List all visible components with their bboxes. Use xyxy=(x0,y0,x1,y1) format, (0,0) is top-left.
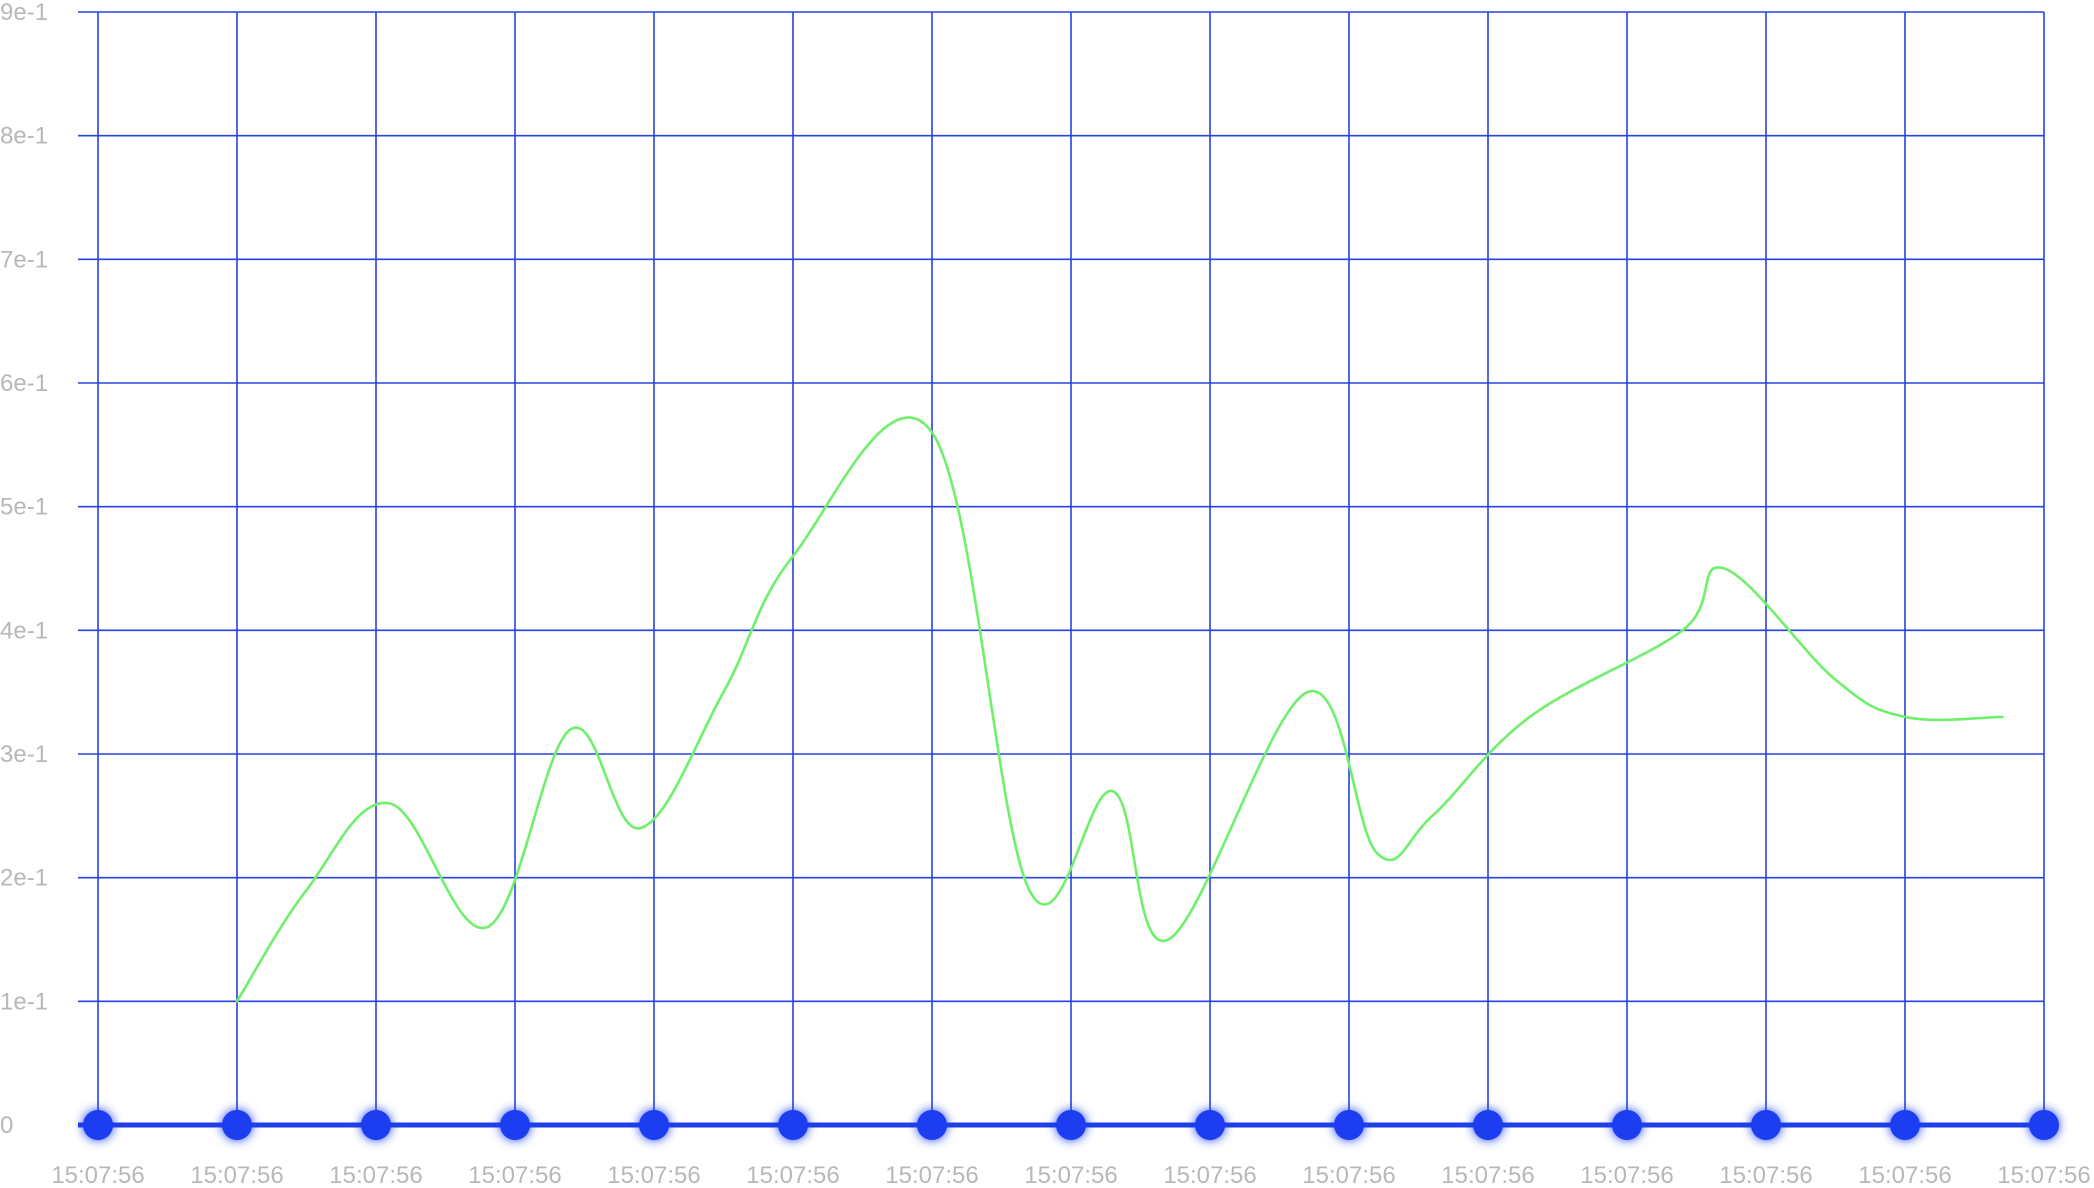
y-tick-label: 9e-1 xyxy=(0,0,48,26)
y-tick-label: 5e-1 xyxy=(0,494,48,521)
x-tick-label: 15:07:56 xyxy=(1024,1162,1117,1188)
y-tick-label: 0 xyxy=(0,1112,13,1139)
x-tick-label: 15:07:56 xyxy=(1580,1162,1673,1188)
x-tick-label: 15:07:56 xyxy=(51,1162,144,1188)
y-tick-label: 1e-1 xyxy=(0,988,48,1015)
x-axis-dot[interactable] xyxy=(1334,1110,1364,1140)
x-axis-dot[interactable] xyxy=(361,1110,391,1140)
x-axis-dot[interactable] xyxy=(778,1110,808,1140)
series-lines xyxy=(235,416,2004,1003)
x-axis-dot[interactable] xyxy=(917,1110,947,1140)
y-tick-label: 2e-1 xyxy=(0,865,48,892)
y-tick-label: 4e-1 xyxy=(0,617,48,644)
y-tick-label: 8e-1 xyxy=(0,123,48,150)
x-tick-label: 15:07:56 xyxy=(746,1162,839,1188)
x-axis-dot[interactable] xyxy=(1473,1110,1503,1140)
x-axis-dot[interactable] xyxy=(1751,1110,1781,1140)
x-tick-label: 15:07:56 xyxy=(1441,1162,1534,1188)
x-axis-dot[interactable] xyxy=(83,1110,113,1140)
x-axis-dot[interactable] xyxy=(1056,1110,1086,1140)
grid xyxy=(78,11,2045,1128)
x-axis-dots xyxy=(83,1110,2059,1140)
x-tick-label: 15:07:56 xyxy=(329,1162,422,1188)
x-axis-dot[interactable] xyxy=(222,1110,252,1140)
x-tick-label: 15:07:56 xyxy=(1858,1162,1951,1188)
x-tick-label: 15:07:56 xyxy=(1163,1162,1256,1188)
x-axis-dot[interactable] xyxy=(500,1110,530,1140)
series-line xyxy=(235,416,2004,1003)
x-tick-label: 15:07:56 xyxy=(1719,1162,1812,1188)
x-tick-label: 15:07:56 xyxy=(1997,1162,2090,1188)
x-axis-dot[interactable] xyxy=(1612,1110,1642,1140)
y-tick-label: 3e-1 xyxy=(0,741,48,768)
x-axis-dot[interactable] xyxy=(639,1110,669,1140)
y-axis-labels: 0 1e-1 2e-1 3e-1 4e-1 5e-1 6e-1 7e-1 8e-1 9e-1 xyxy=(0,0,48,1139)
x-tick-label: 15:07:56 xyxy=(1302,1162,1395,1188)
x-axis-dot[interactable] xyxy=(1195,1110,1225,1140)
x-axis-dot[interactable] xyxy=(2029,1110,2059,1140)
x-tick-label: 15:07:56 xyxy=(190,1162,283,1188)
y-tick-label: 7e-1 xyxy=(0,246,48,273)
x-axis-dot[interactable] xyxy=(1890,1110,1920,1140)
x-tick-label: 15:07:56 xyxy=(607,1162,700,1188)
x-axis-labels: 15:07:56 15:07:56 15:07:56 15:07:56 15:07:56… xyxy=(51,1162,2090,1188)
x-tick-label: 15:07:56 xyxy=(468,1162,561,1188)
y-tick-label: 6e-1 xyxy=(0,370,48,397)
x-tick-label: 15:07:56 xyxy=(885,1162,978,1188)
